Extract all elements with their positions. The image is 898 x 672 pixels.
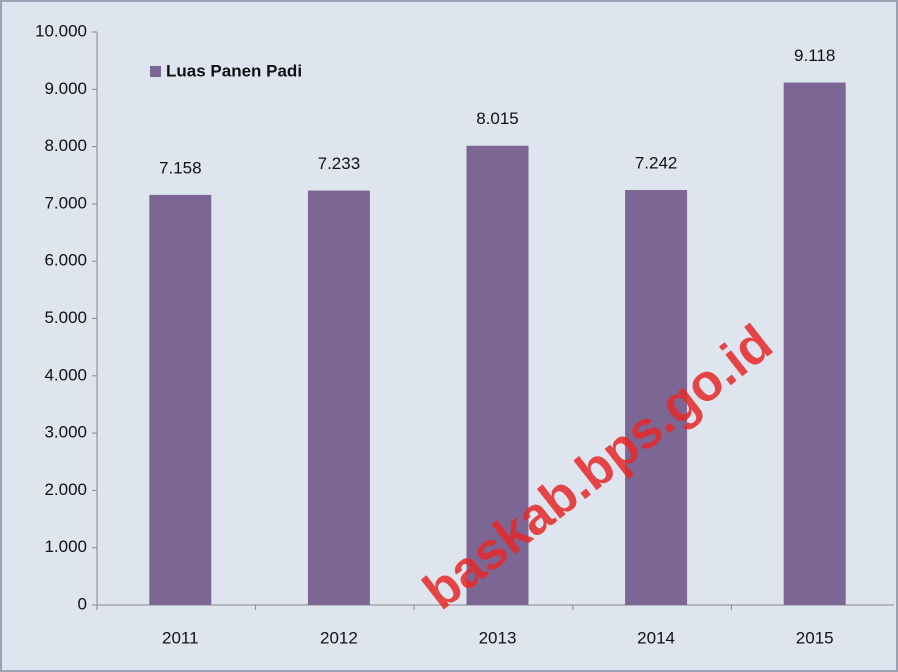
y-tick-label: 1.000 <box>44 537 87 556</box>
x-tick-label: 2011 <box>162 628 199 647</box>
y-tick-label: 8.000 <box>44 136 87 155</box>
legend-label: Luas Panen Padi <box>166 61 302 80</box>
bar <box>149 194 212 605</box>
y-tick-label: 10.000 <box>35 21 87 40</box>
value-label: 7.233 <box>318 154 361 173</box>
value-label: 7.158 <box>159 158 202 177</box>
y-tick-label: 4.000 <box>44 365 87 384</box>
x-tick-label: 2012 <box>320 628 358 647</box>
y-tick-label: 2.000 <box>44 480 87 499</box>
y-tick-label: 9.000 <box>44 79 87 98</box>
x-tick-label: 2015 <box>796 628 834 647</box>
value-label: 8.015 <box>476 109 519 128</box>
bar <box>307 190 370 605</box>
bar <box>466 145 529 606</box>
legend-swatch <box>150 66 161 77</box>
bar <box>783 82 846 606</box>
y-tick-label: 5.000 <box>44 308 87 327</box>
y-tick-label: 3.000 <box>44 423 87 442</box>
y-tick-label: 7.000 <box>44 193 87 212</box>
x-tick-label: 2013 <box>479 628 517 647</box>
x-tick-label: 2014 <box>637 628 675 647</box>
y-tick-label: 6.000 <box>44 251 87 270</box>
y-tick-label: 0 <box>78 594 87 613</box>
value-label: 9.118 <box>794 46 835 65</box>
bar <box>625 190 688 606</box>
value-label: 7.242 <box>635 154 678 173</box>
